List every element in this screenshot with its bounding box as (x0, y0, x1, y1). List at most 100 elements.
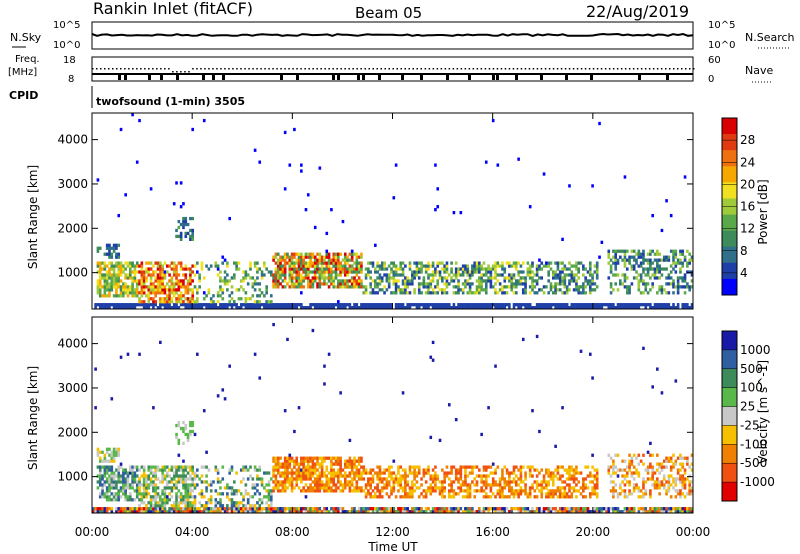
range-gate-cell (468, 471, 472, 475)
range-gate-cell (281, 285, 285, 289)
range-gate-cell (473, 483, 477, 487)
range-gate-cell (575, 468, 578, 472)
range-gate-cell (276, 270, 280, 274)
range-gate-cell (528, 285, 532, 289)
range-gate-cell (533, 495, 537, 499)
range-gate-cell (408, 468, 412, 472)
range-gate-cell (339, 489, 342, 493)
range-gate-cell (681, 285, 685, 289)
range-gate-cell (526, 465, 530, 469)
range-gate-cell (649, 510, 652, 514)
range-gate-cell (397, 477, 400, 481)
range-gate-cell (230, 510, 234, 514)
range-gate-cell (177, 504, 181, 508)
range-gate-cell (140, 285, 144, 289)
range-gate-cell (258, 468, 262, 472)
range-gate-cell (216, 267, 220, 271)
range-gate-cell (482, 480, 486, 484)
range-gate-cell (658, 264, 661, 268)
range-gate-cell (256, 300, 259, 304)
range-gate-cell (362, 471, 366, 475)
range-gate-cell (163, 495, 167, 499)
range-gate-cell (353, 477, 356, 481)
range-gate-cell (133, 507, 137, 511)
range-gate-cell (196, 297, 199, 301)
range-gate-cell (408, 282, 412, 286)
range-gate-cell (281, 306, 285, 310)
range-gate-cell (595, 495, 599, 499)
range-gate-cell (161, 471, 164, 475)
range-gate-cell (399, 273, 403, 277)
range-gate-cell (350, 249, 354, 253)
range-gate-cell (350, 267, 354, 271)
range-gate-cell (632, 453, 636, 457)
range-gate-cell (126, 261, 130, 265)
range-gate-cell (103, 471, 107, 475)
range-gate-cell (161, 264, 164, 268)
range-gate-cell (658, 270, 661, 274)
range-gate-cell (177, 510, 181, 514)
range-gate-cell (376, 291, 379, 295)
range-gate-cell (135, 510, 139, 514)
range-gate-cell (138, 468, 141, 472)
nave-dot (396, 68, 398, 70)
range-gate-cell (385, 507, 389, 511)
range-gate-cell (230, 276, 234, 280)
range-gate-cell (293, 486, 296, 490)
range-gate-cell (135, 270, 139, 274)
range-gate-cell (313, 468, 317, 472)
range-gate-cell (189, 477, 192, 481)
range-gate-cell (205, 486, 208, 490)
range-gate-cell (383, 468, 386, 472)
range-gate-cell (207, 510, 211, 514)
range-gate-cell (96, 303, 100, 307)
range-gate-cell (348, 279, 352, 283)
range-gate-cell (159, 276, 162, 280)
range-gate-cell (404, 288, 407, 292)
range-gate-cell (297, 486, 301, 490)
nave-dot (420, 68, 422, 70)
range-gate-cell (556, 264, 560, 268)
range-gate-cell (644, 273, 648, 277)
range-gate-cell (468, 285, 472, 289)
range-gate-cell (542, 480, 546, 484)
range-gate-cell (179, 181, 183, 185)
range-gate-cell (355, 258, 359, 262)
range-gate-cell (632, 276, 636, 280)
range-gate-cell (142, 480, 146, 484)
range-gate-cell (138, 297, 141, 301)
range-gate-cell (577, 276, 581, 280)
nave-dot (644, 68, 647, 70)
frequency-marker (280, 74, 283, 80)
range-gate-cell (202, 504, 206, 508)
range-gate-cell (690, 507, 694, 511)
range-gate-cell (119, 264, 123, 268)
range-gate-cell (484, 495, 488, 499)
range-gate-cell (554, 510, 557, 514)
range-gate-cell (226, 492, 229, 496)
range-gate-cell (279, 303, 282, 307)
range-gate-cell (531, 282, 534, 286)
range-gate-cell (323, 303, 326, 307)
range-gate-cell (182, 468, 185, 472)
range-gate-cell (300, 267, 303, 271)
range-gate-cell (274, 279, 278, 283)
range-gate-cell (165, 510, 169, 514)
range-gate-cell (621, 306, 624, 310)
range-gate-cell (401, 288, 405, 292)
range-gate-cell (385, 306, 389, 310)
range-gate-cell (341, 282, 345, 286)
range-gate-cell (152, 507, 155, 511)
range-gate-cell (355, 279, 359, 283)
range-gate-cell (406, 291, 409, 295)
range-gate-cell (170, 480, 174, 484)
range-gate-cell (401, 477, 405, 481)
x-tick-label: 12:00 (375, 525, 410, 539)
range-gate-cell (491, 267, 495, 271)
range-gate-cell (406, 285, 409, 289)
range-gate-cell (436, 306, 440, 310)
range-gate-cell (154, 303, 158, 307)
range-gate-cell (343, 282, 347, 286)
range-gate-cell (607, 471, 611, 475)
range-gate-cell (674, 462, 678, 466)
